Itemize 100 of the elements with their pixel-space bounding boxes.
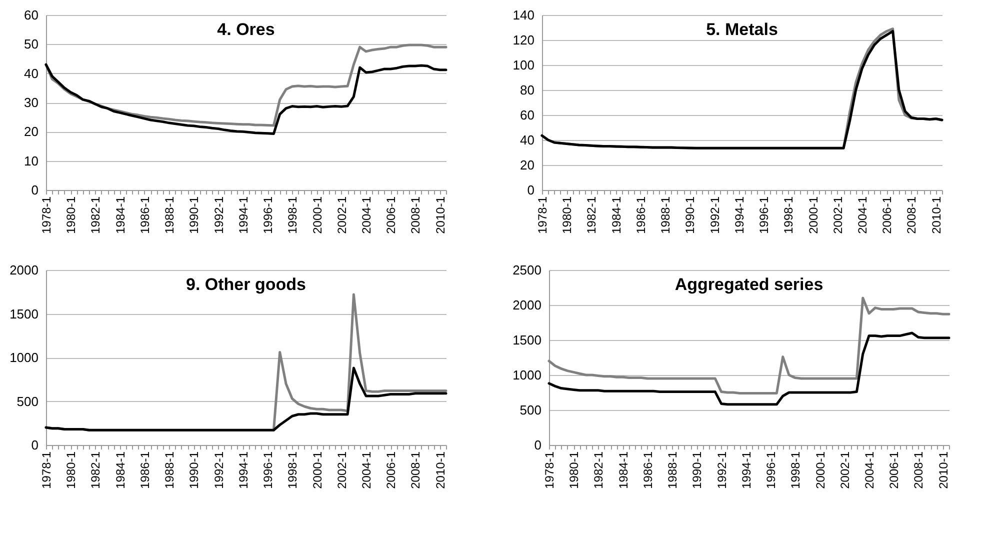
x-tick-label: 1984-1 [616,451,630,489]
x-tick-label: 1986-1 [640,451,655,489]
x-tick-label: 1990-1 [187,451,202,489]
x-tick-label: 1998-1 [286,196,300,234]
x-tick-label: 1982-1 [88,196,103,234]
x-tick-label: 1978-1 [40,196,54,234]
chart-title: 5. Metals [706,20,778,39]
x-tick-label: 1982-1 [592,451,606,489]
x-tick-label: 2004-1 [360,196,374,234]
x-tick-label: 1996-1 [261,196,276,234]
y-tick-label: 0 [31,438,38,452]
x-tick-label: 1986-1 [138,451,152,489]
x-tick-label: 1982-1 [584,196,599,234]
x-tick-label: 2002-1 [334,451,349,489]
x-tick-label: 1984-1 [113,196,128,234]
y-tick-label: 1500 [10,306,38,322]
x-tick-label: 1988-1 [658,196,673,234]
x-tick-label: 1988-1 [162,196,177,234]
y-tick-label: 30 [24,95,38,110]
y-tick-label: 10 [24,153,38,168]
x-tick-label: 1994-1 [236,196,250,234]
line-series [548,332,950,406]
x-tick-label: 1996-1 [764,451,778,489]
y-tick-label: 500 [520,402,542,418]
x-tick-label: 2010-1 [433,196,448,234]
x-tick-label: 1998-1 [286,451,300,489]
x-tick-label: 2006-1 [880,196,894,234]
y-tick-label: 1000 [512,368,542,382]
x-tick-label: 1990-1 [187,196,202,234]
y-tick-label: 500 [16,394,38,409]
x-tick-label: 2002-1 [838,451,852,489]
y-tick-label: 60 [24,8,38,22]
x-tick-label: 1998-1 [788,451,803,489]
y-tick-label: 2000 [10,262,38,278]
y-tick-label: 60 [520,108,534,122]
x-tick-label: 1984-1 [609,196,624,234]
x-tick-label: 1978-1 [40,451,54,489]
x-tick-label: 1996-1 [261,451,276,489]
x-tick-label: 2002-1 [334,196,349,234]
chart-title: 9. Other goods [186,275,306,294]
x-tick-label: 2008-1 [408,196,423,234]
x-tick-label: 1978-1 [542,451,556,489]
x-tick-label: 2004-1 [360,451,374,489]
x-tick-label: 1980-1 [64,451,78,489]
y-tick-label: 0 [534,438,542,452]
y-tick-label: 1500 [512,332,542,348]
y-tick-label: 0 [31,182,38,198]
y-tick-label: 20 [520,158,534,172]
x-tick-label: 1994-1 [732,196,746,234]
x-tick-label: 1992-1 [708,196,722,234]
chart-title: 4. Ores [217,20,275,39]
x-tick-label: 1986-1 [138,196,152,234]
y-tick-label: 100 [512,58,534,72]
x-tick-label: 2008-1 [408,451,423,489]
y-tick-label: 0 [527,182,534,198]
x-tick-label: 2010-1 [929,196,944,234]
x-tick-label: 2004-1 [862,451,876,489]
x-tick-label: 1982-1 [88,451,103,489]
x-tick-label: 2006-1 [887,451,902,489]
x-tick-label: 2000-1 [813,451,828,489]
y-tick-label: 50 [24,36,38,52]
line-series [44,63,448,135]
x-tick-label: 2006-1 [384,196,398,234]
chart-title: Aggregated series [674,275,824,294]
x-tick-label: 1986-1 [634,196,648,234]
x-tick-label: 2000-1 [806,196,820,234]
x-tick-label: 1992-1 [714,451,729,489]
y-tick-label: 40 [24,66,38,81]
x-tick-label: 1978-1 [536,196,550,234]
x-tick-label: 1992-1 [212,451,226,489]
x-tick-label: 1996-1 [757,196,772,234]
x-tick-label: 1980-1 [560,196,574,234]
y-tick-label: 2500 [512,262,542,278]
x-tick-label: 1994-1 [739,451,754,489]
x-tick-label: 1998-1 [782,196,796,234]
x-tick-label: 1988-1 [162,451,177,489]
x-tick-label: 2006-1 [384,451,398,489]
line-series [548,296,950,394]
y-tick-label: 2000 [512,298,542,312]
x-tick-label: 2008-1 [904,196,919,234]
y-tick-label: 120 [512,32,534,48]
y-tick-label: 20 [24,124,38,140]
x-tick-label: 2000-1 [310,196,324,234]
x-tick-label: 1984-1 [113,451,128,489]
x-tick-label: 2000-1 [310,451,324,489]
x-tick-label: 1988-1 [666,451,680,489]
x-tick-label: 1990-1 [690,451,704,489]
x-tick-label: 2010-1 [433,451,448,489]
y-tick-label: 1000 [10,350,38,365]
x-tick-label: 1990-1 [683,196,698,234]
y-tick-label: 80 [520,82,534,98]
x-tick-label: 2010-1 [936,451,950,489]
x-tick-label: 1980-1 [64,196,78,234]
x-tick-label: 2004-1 [856,196,870,234]
x-tick-label: 1980-1 [567,451,582,489]
y-tick-label: 40 [520,132,534,148]
x-tick-label: 2002-1 [830,196,845,234]
line-series [44,366,448,432]
x-tick-label: 2008-1 [912,451,926,489]
x-tick-label: 1994-1 [236,451,250,489]
